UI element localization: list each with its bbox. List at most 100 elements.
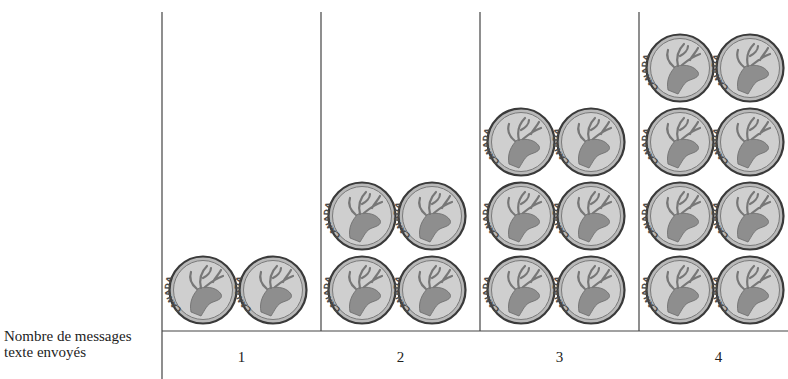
coin-column: CANADA CANADA CANADA CANADA CANADA CANADA CANA… bbox=[640, 35, 784, 324]
divider bbox=[320, 12, 321, 331]
category-label: 1 bbox=[238, 349, 246, 365]
caribou-head bbox=[190, 287, 221, 316]
coin-face bbox=[651, 39, 710, 98]
coin-label: CANADA bbox=[551, 275, 571, 314]
coin-column: CANADACANADACANADACANADACANADACANADA bbox=[481, 109, 625, 324]
caribou-head bbox=[737, 139, 768, 168]
coin-label-path: CANADA bbox=[551, 201, 571, 240]
coin-rim bbox=[488, 257, 555, 324]
coin: CANADA bbox=[392, 257, 466, 324]
coin-face bbox=[333, 261, 392, 320]
coin-label: CANADA bbox=[233, 275, 253, 314]
coin: CANADA bbox=[481, 109, 555, 176]
coin-rim bbox=[240, 257, 307, 324]
coin: CANADA bbox=[710, 183, 784, 250]
coin: CANADA bbox=[481, 257, 555, 324]
caribou-antlers bbox=[419, 192, 452, 215]
coin-label: CANADA bbox=[551, 201, 571, 240]
coin-label-path: CANADA bbox=[322, 201, 342, 240]
caribou-antlers bbox=[578, 118, 611, 141]
caribou-antlers bbox=[508, 118, 541, 141]
coin-face bbox=[562, 113, 621, 172]
coin-rim bbox=[558, 109, 625, 176]
coin-label-path: CANADA bbox=[640, 127, 660, 166]
category-label: 4 bbox=[715, 349, 723, 365]
caribou-head bbox=[260, 287, 291, 316]
coin-face bbox=[492, 187, 551, 246]
coin-rim bbox=[488, 109, 555, 176]
coin-column: CANADA CANADA CANADA CANADA bbox=[322, 183, 466, 324]
caribou-antlers bbox=[349, 192, 382, 215]
caribou-head bbox=[667, 213, 698, 242]
coin-rim bbox=[647, 257, 714, 324]
caribou-head bbox=[737, 65, 768, 94]
coin-label-path: CANADA bbox=[322, 275, 342, 314]
coin-label: CANADA bbox=[710, 201, 730, 240]
coin-face bbox=[651, 113, 710, 172]
coin-label: CANADA bbox=[640, 201, 660, 240]
caribou-head bbox=[667, 287, 698, 316]
coin-rim bbox=[399, 183, 466, 250]
stage: CANADACANADA1CANADACANADACANADACANADA2CA… bbox=[0, 0, 788, 379]
coin-rim bbox=[647, 109, 714, 176]
coin-label-path: CANADA bbox=[233, 275, 253, 314]
coin-face bbox=[174, 261, 233, 320]
coin-label: CANADA bbox=[481, 127, 501, 166]
caribou-head bbox=[508, 287, 539, 316]
coin-label: CANADA bbox=[710, 53, 730, 92]
divider bbox=[479, 12, 480, 331]
coin: CANADA bbox=[640, 257, 714, 324]
coin: CANADA bbox=[392, 183, 466, 250]
coin: CANADA bbox=[233, 257, 307, 324]
coin-face bbox=[721, 261, 780, 320]
coin-face bbox=[333, 187, 392, 246]
coin-rim bbox=[717, 109, 784, 176]
coin-rim bbox=[647, 35, 714, 102]
chart: CANADACANADA1CANADACANADACANADACANADA2CA… bbox=[0, 0, 788, 379]
coin-label: CANADA bbox=[481, 275, 501, 314]
caribou-antlers bbox=[578, 266, 611, 289]
caribou-antlers bbox=[667, 118, 700, 141]
coin-label: CANADA bbox=[710, 127, 730, 166]
coin-label-path: CANADA bbox=[551, 275, 571, 314]
caribou-head bbox=[578, 139, 609, 168]
category-label: 2 bbox=[397, 349, 405, 365]
axis-line bbox=[161, 12, 162, 379]
caribou-antlers bbox=[508, 266, 541, 289]
coin-face bbox=[562, 187, 621, 246]
coin-label: CANADA bbox=[392, 201, 412, 240]
coin-label-path: CANADA bbox=[640, 275, 660, 314]
coin-label: CANADA bbox=[640, 127, 660, 166]
coin: CANADA bbox=[710, 35, 784, 102]
caribou-antlers bbox=[667, 192, 700, 215]
caribou-antlers bbox=[349, 266, 382, 289]
caribou-antlers bbox=[260, 266, 293, 289]
caribou-head bbox=[667, 139, 698, 168]
coin: CANADA bbox=[322, 257, 396, 324]
coin-rim bbox=[647, 183, 714, 250]
caribou-antlers bbox=[508, 192, 541, 215]
caribou-antlers bbox=[737, 266, 770, 289]
coin-label-path: CANADA bbox=[392, 275, 412, 314]
coin: CANADA bbox=[481, 183, 555, 250]
coin-column: CANADA CANADA bbox=[163, 257, 307, 324]
coin-rim bbox=[717, 257, 784, 324]
coin-label-path: CANADA bbox=[481, 275, 501, 314]
coin-label-path: CANADA bbox=[163, 275, 183, 314]
divider bbox=[638, 12, 639, 331]
coin: CANADA bbox=[551, 257, 625, 324]
coin: CANADA bbox=[322, 183, 396, 250]
coin-rim bbox=[329, 183, 396, 250]
x-axis-label: Nombre de messages texte envoyés bbox=[4, 328, 154, 360]
coin-rim bbox=[717, 35, 784, 102]
coin-face bbox=[403, 261, 462, 320]
coin-label: CANADA bbox=[710, 275, 730, 314]
coin-face bbox=[721, 187, 780, 246]
coin-rim bbox=[558, 183, 625, 250]
coin: CANADA bbox=[710, 257, 784, 324]
coin-face bbox=[721, 113, 780, 172]
coin: CANADA bbox=[710, 109, 784, 176]
coin-label: CANADA bbox=[163, 275, 183, 314]
coin-label-path: CANADA bbox=[640, 201, 660, 240]
coin-rim bbox=[717, 183, 784, 250]
